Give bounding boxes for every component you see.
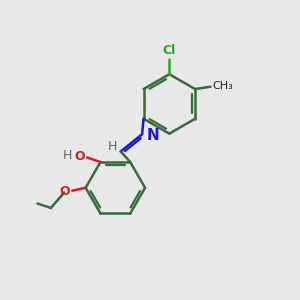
Text: N: N [147,128,160,143]
Text: H: H [63,149,72,162]
Text: CH₃: CH₃ [212,81,233,91]
Text: O: O [74,150,85,163]
Text: Cl: Cl [163,44,176,57]
Text: O: O [59,185,70,198]
Text: H: H [108,140,117,153]
